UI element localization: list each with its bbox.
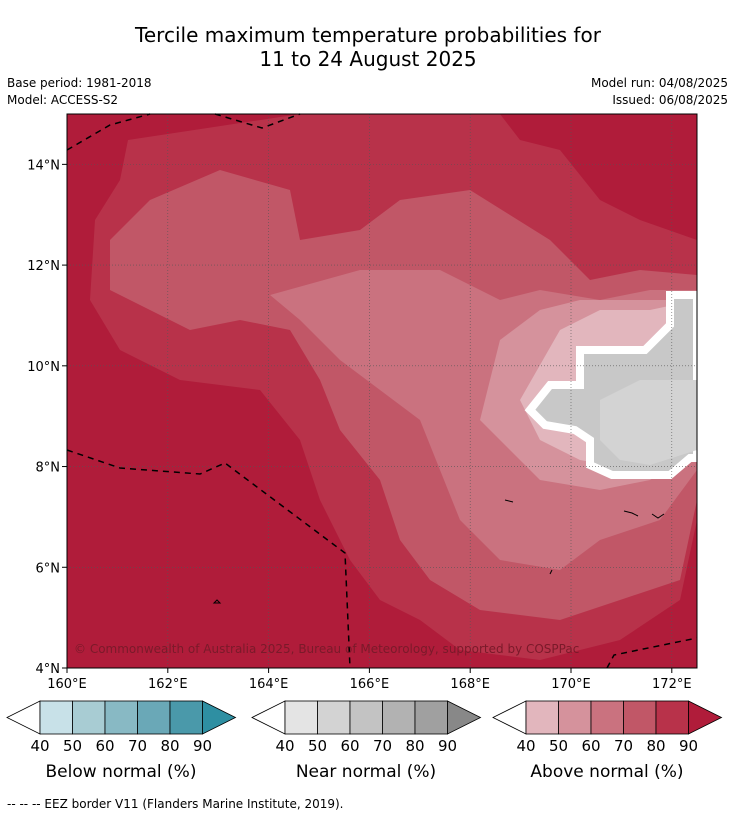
longitude-ticks: 160°E 162°E 164°E 166°E 168°E 170°E 172°E bbox=[47, 668, 692, 692]
map-frame bbox=[66, 113, 698, 669]
y-tick-label: 14°N bbox=[27, 158, 60, 173]
colorbar-tick-label: 60 bbox=[95, 737, 114, 755]
x-tick-label: 168°E bbox=[450, 677, 490, 692]
islands bbox=[212, 499, 665, 604]
colorbar-tick-label: 50 bbox=[63, 737, 82, 755]
x-tick-label: 160°E bbox=[47, 677, 87, 692]
x-tick-label: 166°E bbox=[350, 677, 390, 692]
colorbar-segment bbox=[137, 700, 171, 735]
colorbar-tick-label: 40 bbox=[516, 737, 535, 755]
base-period: Base period: 1981-2018 bbox=[7, 76, 152, 90]
model-name: Model: ACCESS-S2 bbox=[7, 93, 119, 107]
x-tick-label: 172°E bbox=[652, 677, 692, 692]
colorbar-min-arrow bbox=[6, 700, 41, 735]
probability-field bbox=[67, 114, 697, 668]
colorbar-tick-label: 60 bbox=[340, 737, 359, 755]
colorbar-segment bbox=[623, 700, 657, 735]
colorbar-segment bbox=[349, 700, 383, 735]
footer-note: -- -- -- EEZ border V11 (Flanders Marine… bbox=[7, 797, 344, 811]
colorbar-tick-label: 70 bbox=[128, 737, 147, 755]
eez-border-west bbox=[66, 449, 351, 669]
y-tick-label: 12°N bbox=[27, 259, 60, 274]
colorbar-segment bbox=[169, 700, 203, 735]
colorbar-segment bbox=[655, 700, 689, 735]
colorbar-tick-label: 40 bbox=[30, 737, 49, 755]
colorbar-segment bbox=[414, 700, 448, 735]
legends: 40 50 60 70 80 90 40 50 60 70 80 90 40 50 60 70 80 90 bbox=[6, 700, 723, 755]
colorbar-segment bbox=[72, 700, 106, 735]
colorbar-tick-label: 90 bbox=[193, 737, 212, 755]
colorbar-1: 40 50 60 70 80 90 bbox=[251, 700, 482, 755]
island bbox=[504, 499, 553, 575]
colorbar-segment bbox=[317, 700, 351, 735]
colorbar-max-arrow bbox=[202, 700, 237, 735]
colorbar-2: 40 50 60 70 80 90 bbox=[492, 700, 723, 755]
colorbar-tick-label: 80 bbox=[646, 737, 665, 755]
colorbar-min-arrow bbox=[251, 700, 286, 735]
island bbox=[212, 599, 222, 604]
colorbar-tick-label: 90 bbox=[679, 737, 698, 755]
y-tick-label: 6°N bbox=[36, 561, 61, 576]
chart-title-line2: 11 to 24 August 2025 bbox=[259, 47, 477, 71]
latitude-ticks: 14°N 12°N 10°N 8°N 6°N 4°N bbox=[27, 158, 67, 677]
colorbar-max-arrow bbox=[447, 700, 482, 735]
chart-title-line1: Tercile maximum temperature probabilitie… bbox=[135, 23, 601, 47]
colorbar-tick-label: 70 bbox=[373, 737, 392, 755]
x-tick-label: 162°E bbox=[148, 677, 188, 692]
colorbar-tick-label: 40 bbox=[275, 737, 294, 755]
legend-near-label: Near normal (%) bbox=[295, 762, 437, 782]
colorbar-tick-label: 70 bbox=[614, 737, 633, 755]
colorbar-min-arrow bbox=[492, 700, 527, 735]
y-tick-label: 10°N bbox=[27, 360, 60, 375]
legend-above-label: Above normal (%) bbox=[530, 762, 684, 782]
colorbar-segment bbox=[525, 700, 559, 735]
eez-border-north bbox=[66, 113, 301, 151]
x-tick-label: 170°E bbox=[551, 677, 591, 692]
colorbar-tick-label: 80 bbox=[160, 737, 179, 755]
island bbox=[623, 510, 665, 519]
colorbar-segment bbox=[284, 700, 318, 735]
colorbar-segment bbox=[558, 700, 592, 735]
colorbar-segment bbox=[590, 700, 624, 735]
issued-date: Issued: 06/08/2025 bbox=[612, 93, 728, 107]
colorbar-segment bbox=[104, 700, 138, 735]
colorbar-segment bbox=[382, 700, 416, 735]
colorbar-tick-label: 80 bbox=[405, 737, 424, 755]
y-tick-label: 4°N bbox=[36, 662, 61, 677]
copyright-text: © Commonwealth of Australia 2025, Bureau… bbox=[74, 642, 579, 656]
colorbar-tick-label: 60 bbox=[581, 737, 600, 755]
colorbar-max-arrow bbox=[688, 700, 723, 735]
colorbar-0: 40 50 60 70 80 90 bbox=[6, 700, 237, 755]
x-tick-label: 164°E bbox=[249, 677, 289, 692]
eez-border-southeast bbox=[606, 637, 698, 669]
near-normal-inner bbox=[600, 380, 697, 465]
model-run: Model run: 04/08/2025 bbox=[590, 76, 728, 90]
colorbar-segment bbox=[39, 700, 73, 735]
colorbar-tick-label: 50 bbox=[549, 737, 568, 755]
colorbar-tick-label: 90 bbox=[438, 737, 457, 755]
legend-below-label: Below normal (%) bbox=[45, 762, 197, 782]
eez-borders bbox=[66, 113, 698, 669]
colorbar-tick-label: 50 bbox=[308, 737, 327, 755]
y-tick-label: 8°N bbox=[36, 461, 61, 476]
